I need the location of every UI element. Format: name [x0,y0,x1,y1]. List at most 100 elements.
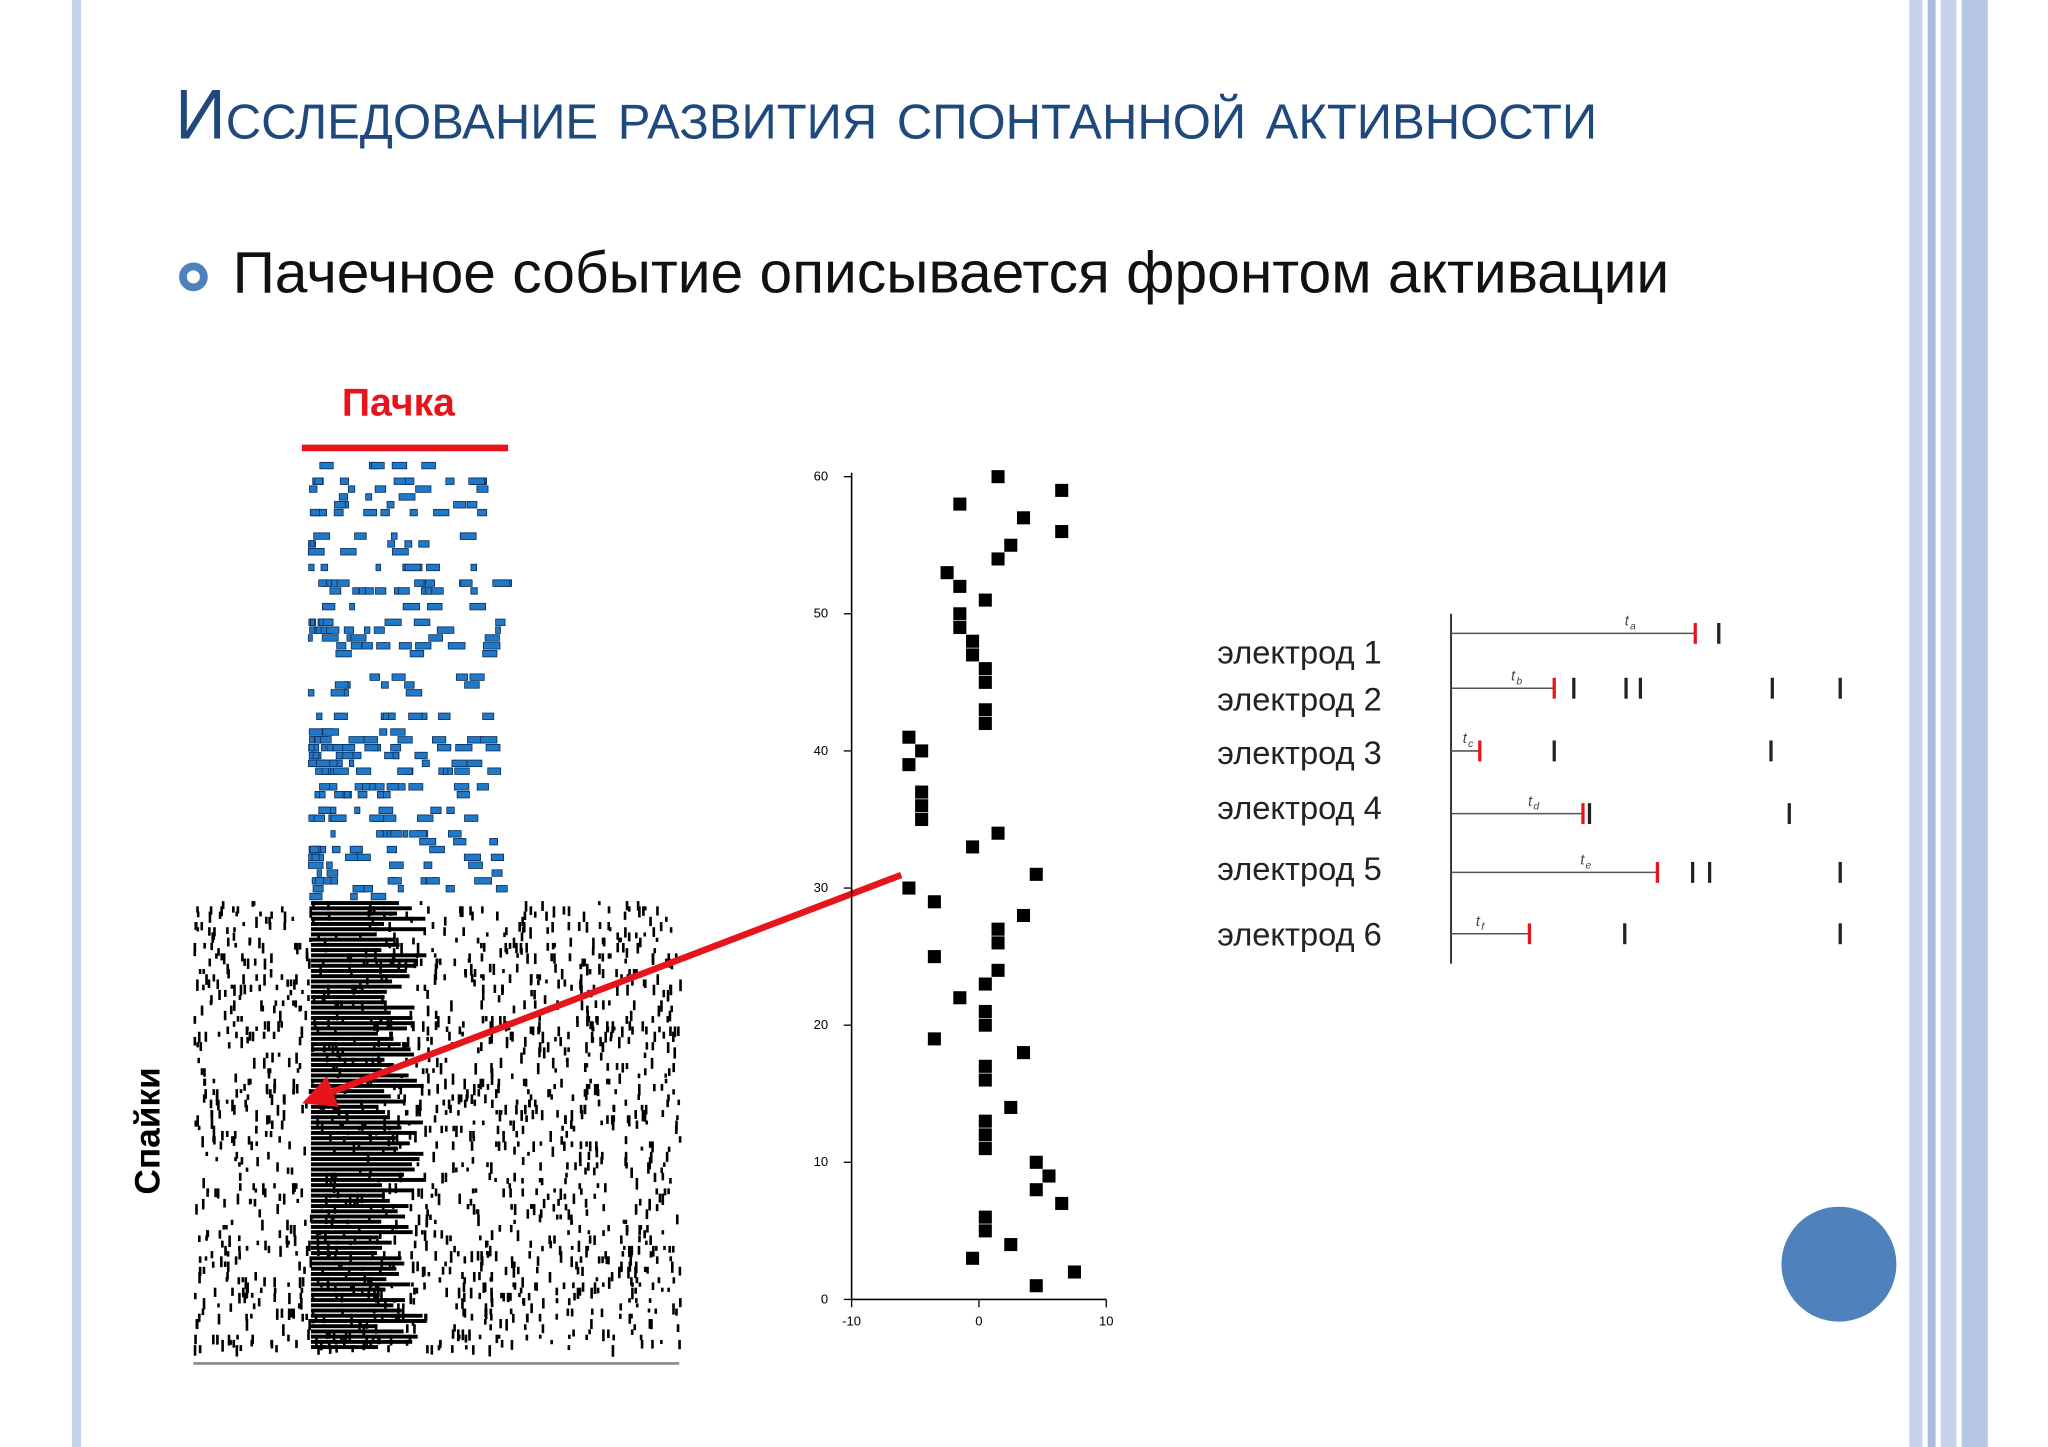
raster-spike [347,485,356,493]
raster-spike [229,1005,233,1015]
raster-spike [405,689,423,697]
raster-spike [438,1277,442,1283]
raster-spike [297,1303,301,1309]
raster-spike [317,932,320,942]
raster-spike [542,1198,546,1209]
raster-spike [649,1251,653,1258]
raster-spike [334,1282,337,1292]
raster-spike [634,932,638,939]
raster-spike [417,1214,421,1226]
raster-spike [304,1219,307,1226]
raster-burst [310,1010,391,1015]
raster-spike [538,1334,542,1339]
raster-spike [645,1209,649,1220]
raster-spike [628,1245,631,1257]
raster-spike [338,1261,341,1270]
raster-spike [365,1319,369,1329]
raster-spike [208,958,212,967]
left-border [71,0,82,1447]
raster-spike [280,1021,284,1028]
raster-burst [310,1036,394,1041]
raster-spike [624,1219,628,1225]
raster-spike [278,1230,282,1238]
raster-spike [350,1282,354,1291]
raster-spike [263,1021,267,1030]
raster-spike [415,642,432,650]
raster-spike [386,501,395,509]
raster-burst [310,1298,405,1303]
raster-spike [238,1251,241,1260]
raster-spike [376,1298,380,1307]
raster-spike [479,1235,482,1241]
raster-spike [400,1073,404,1079]
raster-spike [626,984,629,996]
raster-spike [305,1245,309,1257]
raster-spike [474,877,492,885]
raster-spike [225,1099,229,1104]
raster-spike [318,1230,322,1236]
raster-spike [455,744,473,752]
raster-spike [533,911,537,918]
raster-spike [324,948,328,953]
raster-spike [351,984,354,992]
raster-spike [371,1057,375,1066]
point [927,950,941,964]
raster-spike [651,1016,655,1023]
raster-spike [461,1298,464,1309]
raster-spike [350,642,362,650]
raster-spike [634,1266,637,1279]
point [978,1128,992,1142]
raster-spike [472,1136,476,1142]
point [978,703,992,717]
raster-spike [413,1324,416,1334]
raster-spike [353,1235,357,1245]
raster-spike [319,783,332,791]
raster-spike [338,1068,342,1076]
raster-spike [645,1042,649,1050]
raster-spike [433,1115,437,1123]
raster-spike [667,953,671,961]
raster-spike [195,1204,198,1215]
raster-spike [533,1099,537,1107]
electrode-label: электрод 1 [1217,633,1382,670]
raster-spike [472,1120,476,1125]
raster-spike [312,901,315,907]
raster-spike [398,958,401,968]
raster-spike [295,1251,298,1256]
raster-spike [488,1345,492,1357]
raster-spike [653,1083,656,1092]
raster-spike [416,984,419,991]
raster-spike [469,1287,473,1299]
raster-spike [333,1146,336,1154]
raster-spike [202,984,205,991]
point [978,593,992,607]
point [966,1251,980,1265]
raster-spike [291,916,295,921]
raster-spike [270,911,273,919]
raster-spike [677,1026,680,1037]
raster-burst [310,1172,405,1177]
raster-spike [570,1214,573,1225]
raster-spike [242,922,246,927]
raster-spike [332,744,344,752]
raster-spike [482,712,495,720]
raster-spike [398,1083,401,1089]
raster-spike [597,1256,601,1264]
raster-spike [501,984,505,994]
raster-spike [344,1272,348,1279]
raster-burst [310,1094,391,1099]
raster-spike [286,995,290,1000]
raster-spike [583,1063,587,1073]
raster-spike [630,1167,633,1179]
raster-spike [345,853,358,862]
raster-spike [654,1245,658,1251]
raster-spike [322,1104,325,1114]
raster-spike [579,1157,582,1167]
raster-spike [515,1099,519,1105]
raster-spike [327,1240,330,1249]
raster-spike [402,1042,405,1048]
raster-spike [527,1089,530,1095]
raster-burst [310,1308,402,1313]
raster-spike [437,744,452,752]
raster-spike [511,1261,514,1268]
